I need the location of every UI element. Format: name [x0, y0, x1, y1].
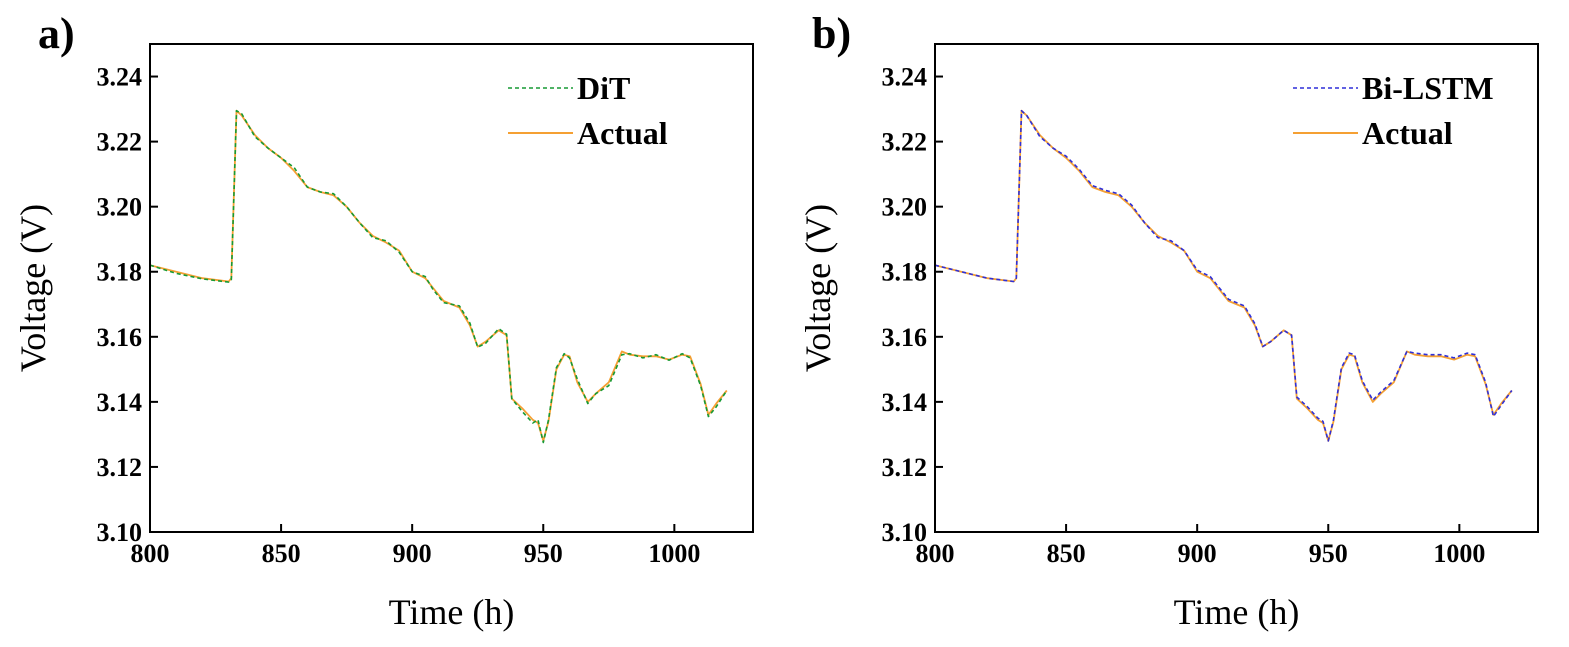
- y-axis-title: Voltage (V): [13, 204, 53, 372]
- plot-frame: [934, 43, 1539, 533]
- x-tick-label: 800: [131, 539, 170, 568]
- y-tick-label: 3.12: [97, 453, 143, 482]
- x-tick-label: 850: [262, 539, 301, 568]
- y-tick-label: 3.16: [97, 323, 143, 352]
- x-axis-title: Time (h): [1174, 592, 1300, 632]
- y-tick-label: 3.20: [882, 193, 928, 222]
- y-tick-label: 3.22: [97, 128, 143, 157]
- legend-label: DiT: [577, 70, 630, 106]
- legend-label: Actual: [577, 115, 668, 151]
- x-tick-label: 850: [1047, 539, 1086, 568]
- y-tick-label: 3.10: [97, 518, 143, 547]
- y-tick-label: 3.20: [97, 193, 143, 222]
- x-tick-label: 900: [393, 539, 432, 568]
- series-line-actual: [150, 109, 728, 442]
- series-line-dit: [150, 109, 728, 444]
- x-tick-label: 900: [1178, 539, 1217, 568]
- panel-a: a) 800 850 900 950 1000 3.10 3.12 3.14 3.16 3.18 3.…: [13, 9, 754, 632]
- y-tick-label: 3.22: [882, 128, 928, 157]
- x-tick-label: 950: [1309, 539, 1348, 568]
- panel-label: b): [812, 9, 851, 58]
- x-tick-label: 1000: [1433, 539, 1485, 568]
- series-line-bi-lstm: [935, 109, 1513, 442]
- y-tick-label: 3.16: [882, 323, 928, 352]
- legend-label: Bi-LSTM: [1362, 70, 1494, 106]
- series-line-actual: [935, 109, 1513, 442]
- y-axis-title: Voltage (V): [798, 204, 838, 372]
- x-axis-title: Time (h): [389, 592, 515, 632]
- y-tick-label: 3.18: [97, 258, 143, 287]
- y-tick-label: 3.24: [97, 63, 143, 92]
- y-tick-label: 3.10: [882, 518, 928, 547]
- panel-label: a): [38, 9, 75, 58]
- x-tick-label: 950: [524, 539, 563, 568]
- y-tick-label: 3.24: [882, 63, 928, 92]
- y-tick-label: 3.14: [882, 388, 928, 417]
- x-tick-label: 800: [916, 539, 955, 568]
- y-tick-label: 3.12: [882, 453, 928, 482]
- y-tick-label: 3.18: [882, 258, 928, 287]
- y-tick-label: 3.14: [97, 388, 143, 417]
- plot-frame: [149, 43, 754, 533]
- legend-label: Actual: [1362, 115, 1453, 151]
- x-tick-label: 1000: [648, 539, 700, 568]
- panel-b: b) 800 850 900 950 1000 3.10 3.12 3.14 3.16 3.18 3.…: [798, 9, 1539, 632]
